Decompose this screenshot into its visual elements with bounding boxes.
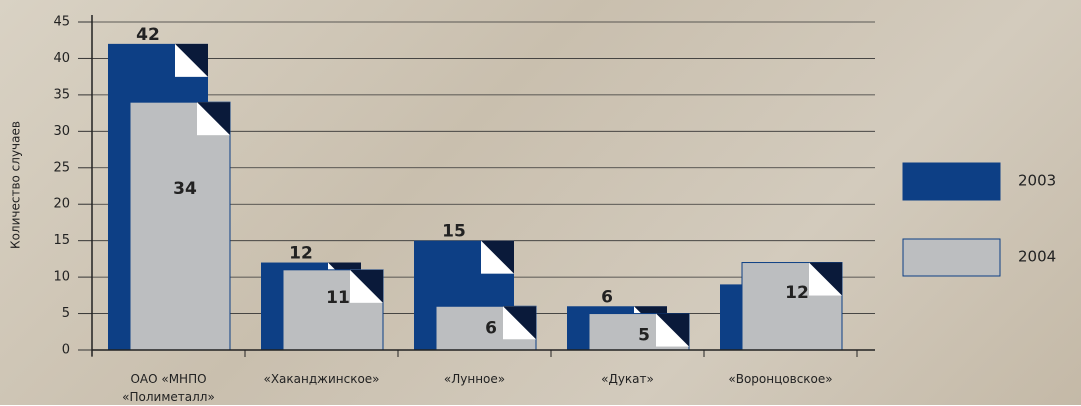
y-tick-label: 10	[53, 270, 70, 285]
value-label: 6	[601, 287, 613, 307]
value-label: 5	[638, 326, 650, 346]
y-tick-label: 30	[53, 124, 70, 139]
legend-swatch	[903, 163, 1000, 200]
y-tick-label: 45	[53, 15, 70, 30]
legend-swatch	[903, 239, 1000, 276]
y-tick-label: 5	[62, 306, 70, 321]
x-tick-label: «Дукат»	[553, 370, 703, 388]
legend-label: 2003	[1018, 172, 1056, 190]
y-tick-label: 0	[62, 343, 70, 358]
y-tick-label: 15	[53, 233, 70, 248]
y-tick-label: 25	[53, 160, 70, 175]
chart-page: Количество случаев 0 5 10 15 20 25 30 35 40 45 42 3…	[0, 0, 1081, 405]
value-label: 6	[485, 318, 497, 338]
value-label: 11	[326, 288, 350, 308]
value-label: 12	[289, 244, 313, 264]
value-label: 15	[442, 222, 466, 242]
value-label: 12	[785, 283, 809, 303]
x-tick-label: «Воронцовское»	[706, 370, 856, 388]
value-label: 42	[136, 25, 160, 45]
x-tick-label: «Лунное»	[400, 370, 550, 388]
x-tick-label: ОАО «МНПО «Полиметалл»	[109, 370, 229, 406]
y-axis-label: Количество случаев	[9, 121, 23, 249]
y-tick-label: 35	[53, 87, 70, 102]
bar	[130, 102, 230, 350]
y-tick-label: 20	[53, 197, 70, 212]
x-tick-label: «Хаканджинское»	[247, 370, 397, 388]
y-tick-label: 40	[53, 51, 70, 66]
value-label: 34	[173, 179, 197, 199]
chart: Количество случаев 0 5 10 15 20 25 30 35 40 45 42 3…	[0, 0, 1081, 405]
legend-label: 2004	[1018, 248, 1056, 266]
